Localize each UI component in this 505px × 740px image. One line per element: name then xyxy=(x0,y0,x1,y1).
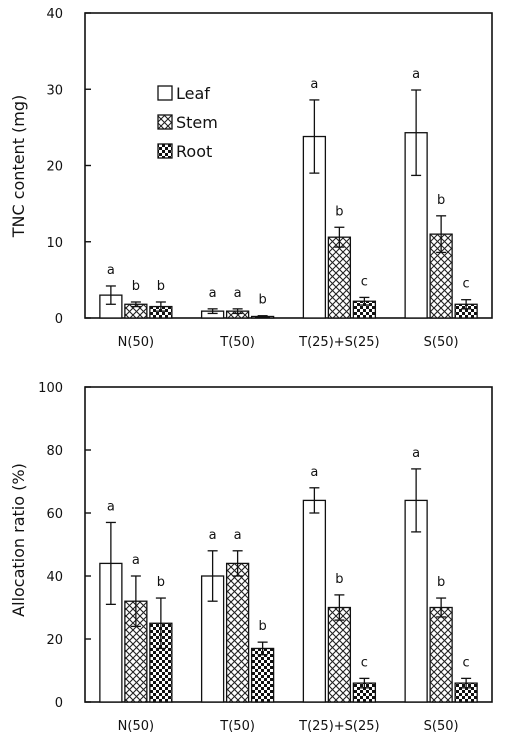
significance-letter: a xyxy=(310,465,318,480)
x-tick-label: T(50) xyxy=(219,719,255,734)
y-tick-label: 20 xyxy=(46,633,63,648)
x-tick-label: N(50) xyxy=(118,719,154,734)
significance-letter: b xyxy=(258,293,266,308)
y-tick-label: 0 xyxy=(55,312,63,327)
bar xyxy=(327,236,352,319)
y-tick-label: 40 xyxy=(46,7,63,22)
significance-letter: b xyxy=(258,619,266,634)
significance-letter: b xyxy=(437,193,445,208)
y-tick-label: 10 xyxy=(46,236,63,251)
significance-letter: b xyxy=(335,204,343,219)
significance-letter: a xyxy=(132,553,140,568)
significance-letter: c xyxy=(361,655,368,670)
y-tick-label: 60 xyxy=(46,507,63,522)
significance-letter: a xyxy=(107,263,115,278)
significance-letter: a xyxy=(107,499,115,514)
x-tick-label: T(25)+S(25) xyxy=(298,335,379,350)
y-tick-label: 40 xyxy=(46,570,63,585)
significance-letter: c xyxy=(463,655,470,670)
tnc-content-chart: 0 10 20 30 40 TNC content (mg) N(50) a b b T(50) a a… xyxy=(9,7,493,350)
y-tick-label: 20 xyxy=(46,160,63,175)
x-tick-label: N(50) xyxy=(118,335,154,350)
legend-label: Leaf xyxy=(176,84,210,103)
bar xyxy=(250,647,275,703)
legend-swatch xyxy=(157,143,173,159)
significance-letter: a xyxy=(234,286,242,301)
significance-letter: b xyxy=(157,575,165,590)
y-axis-label: TNC content (mg) xyxy=(9,95,28,239)
significance-letter: a xyxy=(412,67,420,82)
bar xyxy=(302,499,327,703)
significance-letter: c xyxy=(463,277,470,292)
x-tick-label: T(25)+S(25) xyxy=(298,719,379,734)
y-tick-label: 0 xyxy=(55,696,63,711)
y-tick-label: 100 xyxy=(38,381,63,396)
significance-letter: b xyxy=(132,279,140,294)
allocation-ratio-chart: 0 20 40 60 80 100 Allocation ratio (%) N(50) a a b… xyxy=(9,381,493,734)
bar xyxy=(429,606,453,703)
plot-frame xyxy=(84,386,493,703)
y-tick-label: 80 xyxy=(46,444,63,459)
significance-letter: a xyxy=(412,446,420,461)
legend-swatch xyxy=(157,114,173,130)
significance-letter: a xyxy=(234,528,242,543)
significance-letter: c xyxy=(361,274,368,289)
legend-label: Stem xyxy=(176,113,218,132)
bar xyxy=(225,562,250,703)
x-tick-label: T(50) xyxy=(219,335,255,350)
y-tick-label: 30 xyxy=(46,83,63,98)
legend-swatch xyxy=(157,85,173,101)
significance-letter: a xyxy=(209,528,217,543)
bar xyxy=(327,606,352,703)
y-axis-label: Allocation ratio (%) xyxy=(9,463,28,617)
legend-label: Root xyxy=(176,142,212,161)
x-tick-label: S(50) xyxy=(424,719,459,734)
significance-letter: b xyxy=(335,572,343,587)
significance-letter: a xyxy=(209,286,217,301)
significance-letter: a xyxy=(310,77,318,92)
significance-letter: b xyxy=(157,279,165,294)
significance-letter: b xyxy=(437,575,445,590)
x-tick-label: S(50) xyxy=(424,335,459,350)
